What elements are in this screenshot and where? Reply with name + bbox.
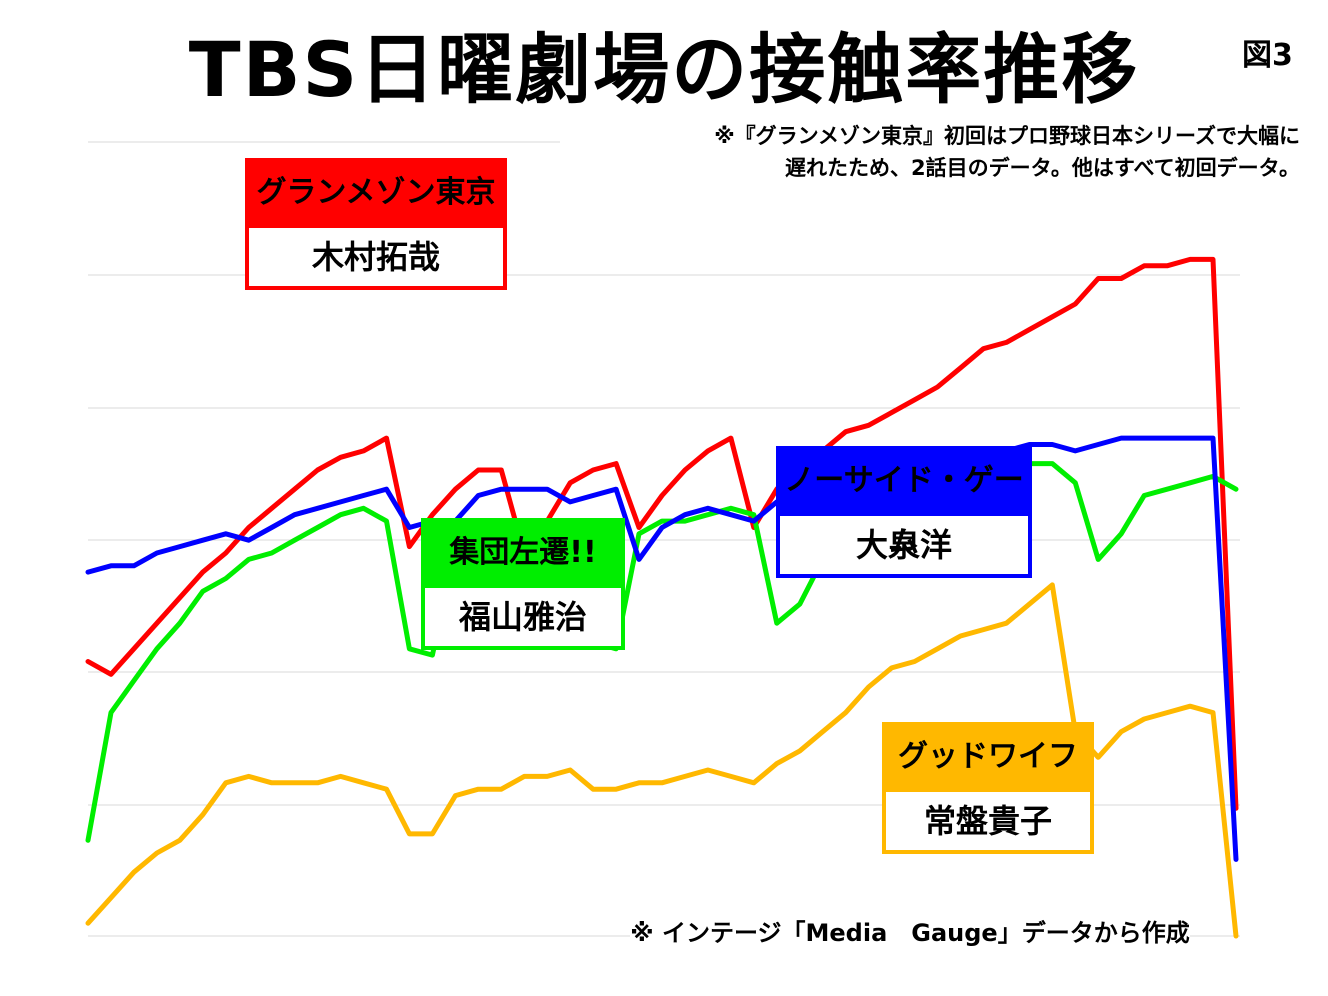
legend-actor-noside-game: 大泉洋 xyxy=(855,526,952,564)
note-top: ※『グランメゾン東京』初回はプロ野球日本シリーズで大幅に 遅れたため、2話目のデ… xyxy=(560,120,1300,184)
series-line-1 xyxy=(85,454,1239,843)
figure-number: 図3 xyxy=(1242,38,1293,73)
series-line-2 xyxy=(85,435,1239,862)
legend-show-shudan-sasen: 集団左遷!! xyxy=(425,522,621,588)
legend-show-grandmaison: グランメゾン東京 xyxy=(249,162,503,228)
legend-box-grandmaison: グランメゾン東京 木村拓哉 xyxy=(245,158,507,290)
legend-box-noside-game: ノーサイド・ゲーム 大泉洋 xyxy=(776,446,1032,578)
legend-box-shudan-sasen: 集団左遷!! 福山雅治 xyxy=(421,518,625,650)
series-line-3 xyxy=(85,582,1239,939)
legend-show-noside-game: ノーサイド・ゲーム xyxy=(780,450,1028,560)
series-line-0 xyxy=(85,256,1239,811)
legend-actor-shudan-sasen: 福山雅治 xyxy=(458,598,587,636)
note-top-line1: ※『グランメゾン東京』初回はプロ野球日本シリーズで大幅に xyxy=(714,124,1300,148)
series-lines xyxy=(85,256,1239,939)
legend-box-good-wife: グッドワイフ 常盤貴子 xyxy=(882,722,1094,854)
legend-actor-grandmaison: 木村拓哉 xyxy=(311,238,440,276)
note-top-line2: 遅れたため、2話目のデータ。他はすべて初回データ。 xyxy=(784,156,1300,180)
legend-show-good-wife: グッドワイフ xyxy=(886,726,1090,792)
chart-title: TBS日曜劇場の接触率推移 xyxy=(188,25,1140,114)
legend-actor-good-wife: 常盤貴子 xyxy=(923,802,1052,840)
source-note: ※ インテージ「Media Gauge」データから作成 xyxy=(630,916,1190,950)
